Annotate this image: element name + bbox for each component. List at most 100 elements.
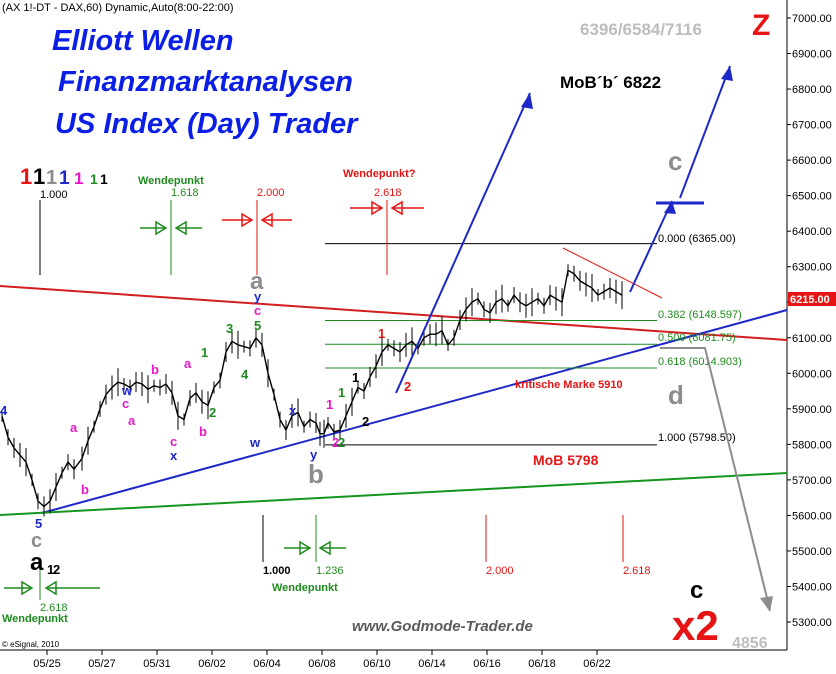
y-tick-label: 6600.00 <box>792 155 832 167</box>
fib-label-1000: 1.000 (5798.50) <box>658 432 736 444</box>
svg-text:1: 1 <box>47 562 54 577</box>
svg-text:b: b <box>199 424 207 439</box>
svg-text:x: x <box>289 403 297 418</box>
svg-text:3: 3 <box>226 321 233 336</box>
y-tick-label: 6400.00 <box>792 226 832 238</box>
ratio-1000-bottom: 1.000 <box>263 565 291 577</box>
wave-x2: x2 <box>672 602 719 649</box>
fibonacci-levels <box>325 243 657 446</box>
short-downtrend <box>562 247 663 299</box>
x-tick-label: 06/10 <box>363 658 391 670</box>
blue-arrow-3 <box>679 65 731 199</box>
current-price-label: 6215.00 <box>790 294 830 306</box>
gray-arrow-head <box>760 596 773 612</box>
website-label: www.Godmode-Trader.de <box>352 618 533 635</box>
title-line-3: US Index (Day) Trader <box>55 108 359 140</box>
x-tick-label: 06/08 <box>308 658 336 670</box>
svg-text:1: 1 <box>338 385 345 400</box>
y-tick-label: 6100.00 <box>792 333 832 345</box>
svg-text:2: 2 <box>53 562 60 577</box>
svg-text:2: 2 <box>362 414 369 429</box>
wave-counters-top: 1 1 1 1 1 1 1 <box>20 164 108 189</box>
ratio-2000-top: 2.000 <box>257 187 285 199</box>
svg-text:w: w <box>249 435 261 450</box>
blue-arrow-3-head <box>721 66 733 81</box>
svg-text:4: 4 <box>241 367 249 382</box>
x-tick-label: 05/27 <box>88 658 116 670</box>
blue-arrow-1-head <box>521 93 533 109</box>
red-trendline <box>0 285 788 341</box>
counter-1-magenta: 1 <box>74 169 83 188</box>
y-tick-label: 6800.00 <box>792 84 832 96</box>
y-tick-label: 6700.00 <box>792 120 832 132</box>
ratio-1236: 1.236 <box>316 565 344 577</box>
y-tick-label: 7000.00 <box>792 13 832 25</box>
y-tick-label: 5900.00 <box>792 404 832 416</box>
x-tick-label: 06/18 <box>528 658 556 670</box>
svg-text:4: 4 <box>0 403 8 418</box>
instrument-header: (AX 1!-DT - DAX,60) Dynamic,Auto(8:00-22… <box>2 2 234 14</box>
mob-5798-label: MoB 5798 <box>533 452 599 468</box>
svg-text:c: c <box>170 434 177 449</box>
wave-labels: 4 a b w c b a c x a 1 b 2 3 4 y c 5 x w … <box>0 289 411 577</box>
x-tick-label: 06/22 <box>583 658 611 670</box>
svg-text:y: y <box>310 447 318 462</box>
x-tick-label: 05/31 <box>143 658 171 670</box>
fib-label-0: 0.000 (6365.00) <box>658 233 736 245</box>
svg-text:x: x <box>170 448 178 463</box>
header-values: 6396/6584/7116 <box>580 20 702 39</box>
y-tick-label: 5700.00 <box>792 475 832 487</box>
x-tick-label: 06/04 <box>253 658 281 670</box>
y-tick-label: 5600.00 <box>792 510 832 522</box>
x-tick-label: 05/25 <box>33 658 61 670</box>
wendepunkt-3: Wendepunkt <box>2 613 68 625</box>
svg-text:2: 2 <box>404 379 411 394</box>
svg-text:5: 5 <box>254 318 261 333</box>
x-axis-ticks: 05/25 05/27 05/31 06/02 06/04 06/08 06/10 06/14… <box>33 650 611 670</box>
wave-b-gray: b <box>308 459 324 489</box>
x-tick-label: 06/16 <box>473 658 501 670</box>
green-trendline <box>0 472 788 516</box>
svg-text:1: 1 <box>201 345 208 360</box>
ratio-1618: 1.618 <box>171 187 199 199</box>
blue-arrow-2 <box>629 200 673 293</box>
wendepunkt-2: Wendepunkt <box>272 582 338 594</box>
blue-trendline <box>41 309 788 514</box>
svg-text:2: 2 <box>332 435 339 450</box>
price-candles <box>1 264 623 517</box>
counter-1-blue: 1 <box>59 168 70 189</box>
y-tick-label: 6900.00 <box>792 49 832 61</box>
y-tick-label: 5800.00 <box>792 439 832 451</box>
x-tick-label: 06/14 <box>418 658 446 670</box>
svg-text:1: 1 <box>378 326 385 341</box>
svg-text:a: a <box>128 413 136 428</box>
counter-1-green: 1 <box>90 171 98 187</box>
svg-text:2: 2 <box>209 405 216 420</box>
ratio-2618-bottom: 2.618 <box>623 565 651 577</box>
counter-1-gray: 1 <box>46 167 57 189</box>
wave-a-gray: a <box>250 268 264 295</box>
current-price-badge <box>788 292 836 306</box>
svg-text:1: 1 <box>352 370 359 385</box>
y-tick-label: 6300.00 <box>792 262 832 274</box>
y-tick-label: 5300.00 <box>792 617 832 629</box>
z-label: Z <box>752 9 770 42</box>
wave-d-gray: d <box>668 380 684 410</box>
mob-b-label: MoB´b´ 6822 <box>560 73 661 92</box>
wave-a-black: a <box>30 549 44 576</box>
kritische-marke-label: kritische Marke 5910 <box>515 379 623 391</box>
level-4856: 4856 <box>732 635 768 652</box>
wendepunkt-arrows-bottom <box>4 540 346 600</box>
wave-c-gray: c <box>668 146 682 176</box>
wendepunkt-arrows-top <box>140 200 424 236</box>
svg-text:b: b <box>81 482 89 497</box>
svg-text:c: c <box>254 303 261 318</box>
svg-text:c: c <box>122 396 129 411</box>
svg-text:a: a <box>70 420 78 435</box>
x-tick-label: 06/02 <box>198 658 226 670</box>
fib-label-500: 0.500 (6081.75) <box>658 332 736 344</box>
svg-text:2: 2 <box>338 435 345 450</box>
gray-arrow <box>660 347 771 611</box>
wendepunkt-question: Wendepunkt? <box>343 168 416 180</box>
